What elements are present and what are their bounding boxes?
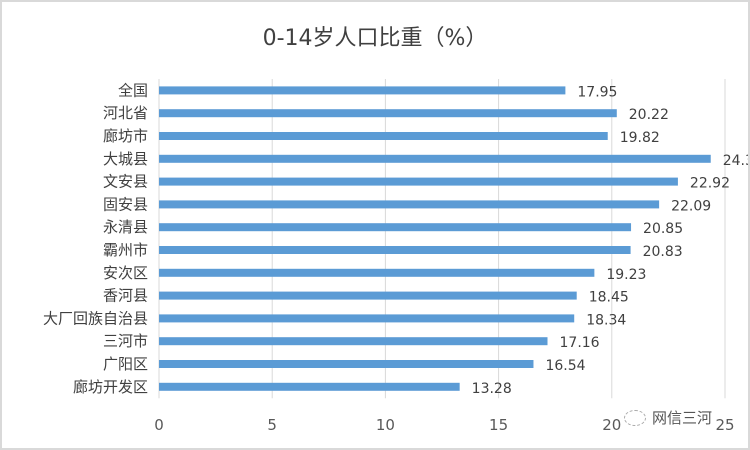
- watermark-text: 网信三河: [652, 409, 713, 427]
- bar: [159, 337, 548, 346]
- category-label: 廊坊市: [103, 127, 148, 145]
- category-label: 安次区: [103, 264, 148, 282]
- x-tick-label: 20: [602, 416, 621, 434]
- data-label: 18.45: [589, 290, 629, 306]
- category-label: 文安县: [103, 173, 148, 191]
- category-label: 固安县: [103, 195, 148, 213]
- data-label: 22.09: [671, 198, 711, 214]
- x-tick-label: 25: [715, 416, 734, 434]
- category-label: 广阳区: [103, 355, 148, 373]
- bar: [159, 223, 632, 232]
- bar: [159, 360, 534, 368]
- bar: [159, 314, 575, 323]
- bar: [159, 109, 617, 118]
- bar: [159, 268, 595, 277]
- data-label: 19.23: [606, 267, 646, 283]
- x-tick-label: 10: [376, 416, 395, 434]
- category-label: 霸州市: [103, 241, 148, 259]
- watermark: 网信三河: [624, 407, 712, 428]
- x-tick-label: 0: [154, 416, 164, 434]
- data-label: 24.37: [723, 153, 748, 169]
- category-label: 三河市: [103, 332, 148, 350]
- wechat-icon: [624, 409, 646, 426]
- bar: [159, 132, 608, 140]
- category-label: 全国: [118, 81, 148, 99]
- x-tick-label: 15: [489, 416, 508, 434]
- category-label: 香河县: [103, 287, 148, 305]
- x-tick-label: 5: [267, 416, 277, 434]
- data-label: 13.28: [472, 381, 512, 397]
- data-label: 17.95: [577, 84, 617, 100]
- data-label: 18.34: [586, 312, 626, 328]
- chart-title: 0-14岁人口比重（%）: [263, 26, 488, 51]
- data-label: 17.16: [560, 335, 600, 351]
- data-label: 19.82: [620, 130, 660, 146]
- data-label: 20.83: [643, 244, 683, 260]
- data-label: 22.92: [690, 176, 730, 192]
- data-label: 16.54: [545, 358, 585, 374]
- category-label: 大城县: [103, 150, 148, 168]
- bar: [159, 154, 711, 163]
- bar: [159, 382, 460, 391]
- category-label: 河北省: [103, 104, 148, 122]
- data-label: 20.85: [643, 221, 683, 237]
- bar: [159, 177, 678, 186]
- bar: [159, 86, 566, 95]
- category-label: 永清县: [103, 218, 148, 236]
- category-label: 廊坊开发区: [73, 378, 148, 396]
- category-label: 大厂回族自治县: [43, 309, 148, 327]
- bar: [159, 200, 660, 209]
- bar: [159, 291, 577, 300]
- data-label: 20.22: [629, 107, 669, 123]
- bar: [159, 246, 631, 254]
